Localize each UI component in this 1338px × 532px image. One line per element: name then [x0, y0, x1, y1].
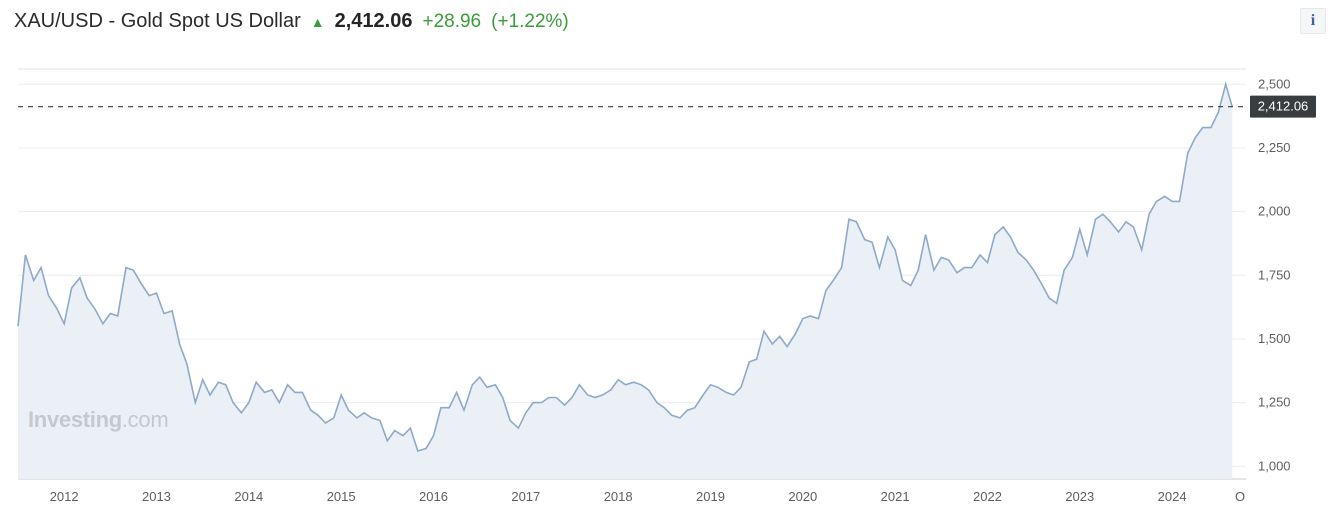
instrument-name: Gold Spot US Dollar: [121, 10, 301, 32]
last-price: 2,412.06: [335, 10, 413, 33]
x-tick-label: 2013: [142, 489, 171, 504]
separator: -: [103, 10, 121, 32]
y-tick-label: 2,500: [1258, 76, 1291, 91]
y-tick-label: 1,500: [1258, 331, 1291, 346]
chart-area[interactable]: 1,000 1,250 1,500 1,750 2,000 2,250 2,500 2,412…: [14, 39, 1324, 509]
y-tick-label: 1,000: [1258, 458, 1291, 473]
x-tick-label: 2017: [511, 489, 540, 504]
price-chart-svg: 1,000 1,250 1,500 1,750 2,000 2,250 2,500 2,412…: [14, 39, 1324, 509]
current-value-label: 2,412.06: [1258, 99, 1309, 114]
x-tick-label: 2019: [696, 489, 725, 504]
price-change: +28.96: [422, 11, 481, 33]
x-tick-label: 2022: [973, 489, 1002, 504]
info-button[interactable]: i: [1300, 8, 1326, 34]
x-tick-label: 2012: [50, 489, 79, 504]
price-area-fill: [18, 84, 1232, 479]
y-tick-label: 2,000: [1258, 204, 1291, 219]
x-end-label: O: [1235, 489, 1245, 504]
y-tick-label: 1,750: [1258, 267, 1291, 282]
up-arrow-icon: ▲: [311, 15, 325, 29]
symbol: XAU/USD: [14, 10, 103, 32]
price-change-pct: (+1.22%): [491, 11, 569, 33]
symbol-title: XAU/USD - Gold Spot US Dollar: [14, 10, 301, 33]
x-tick-label: 2020: [788, 489, 817, 504]
x-tick-label: 2014: [234, 489, 263, 504]
y-tick-label: 2,250: [1258, 140, 1291, 155]
x-tick-label: 2015: [327, 489, 356, 504]
y-tick-label: 1,250: [1258, 395, 1291, 410]
x-tick-label: 2018: [604, 489, 633, 504]
x-tick-label: 2023: [1065, 489, 1094, 504]
x-tick-label: 2016: [419, 489, 448, 504]
x-tick-label: 2024: [1158, 489, 1187, 504]
x-tick-label: 2021: [881, 489, 910, 504]
chart-header: XAU/USD - Gold Spot US Dollar ▲ 2,412.06…: [14, 10, 1324, 33]
info-icon: i: [1311, 12, 1315, 30]
